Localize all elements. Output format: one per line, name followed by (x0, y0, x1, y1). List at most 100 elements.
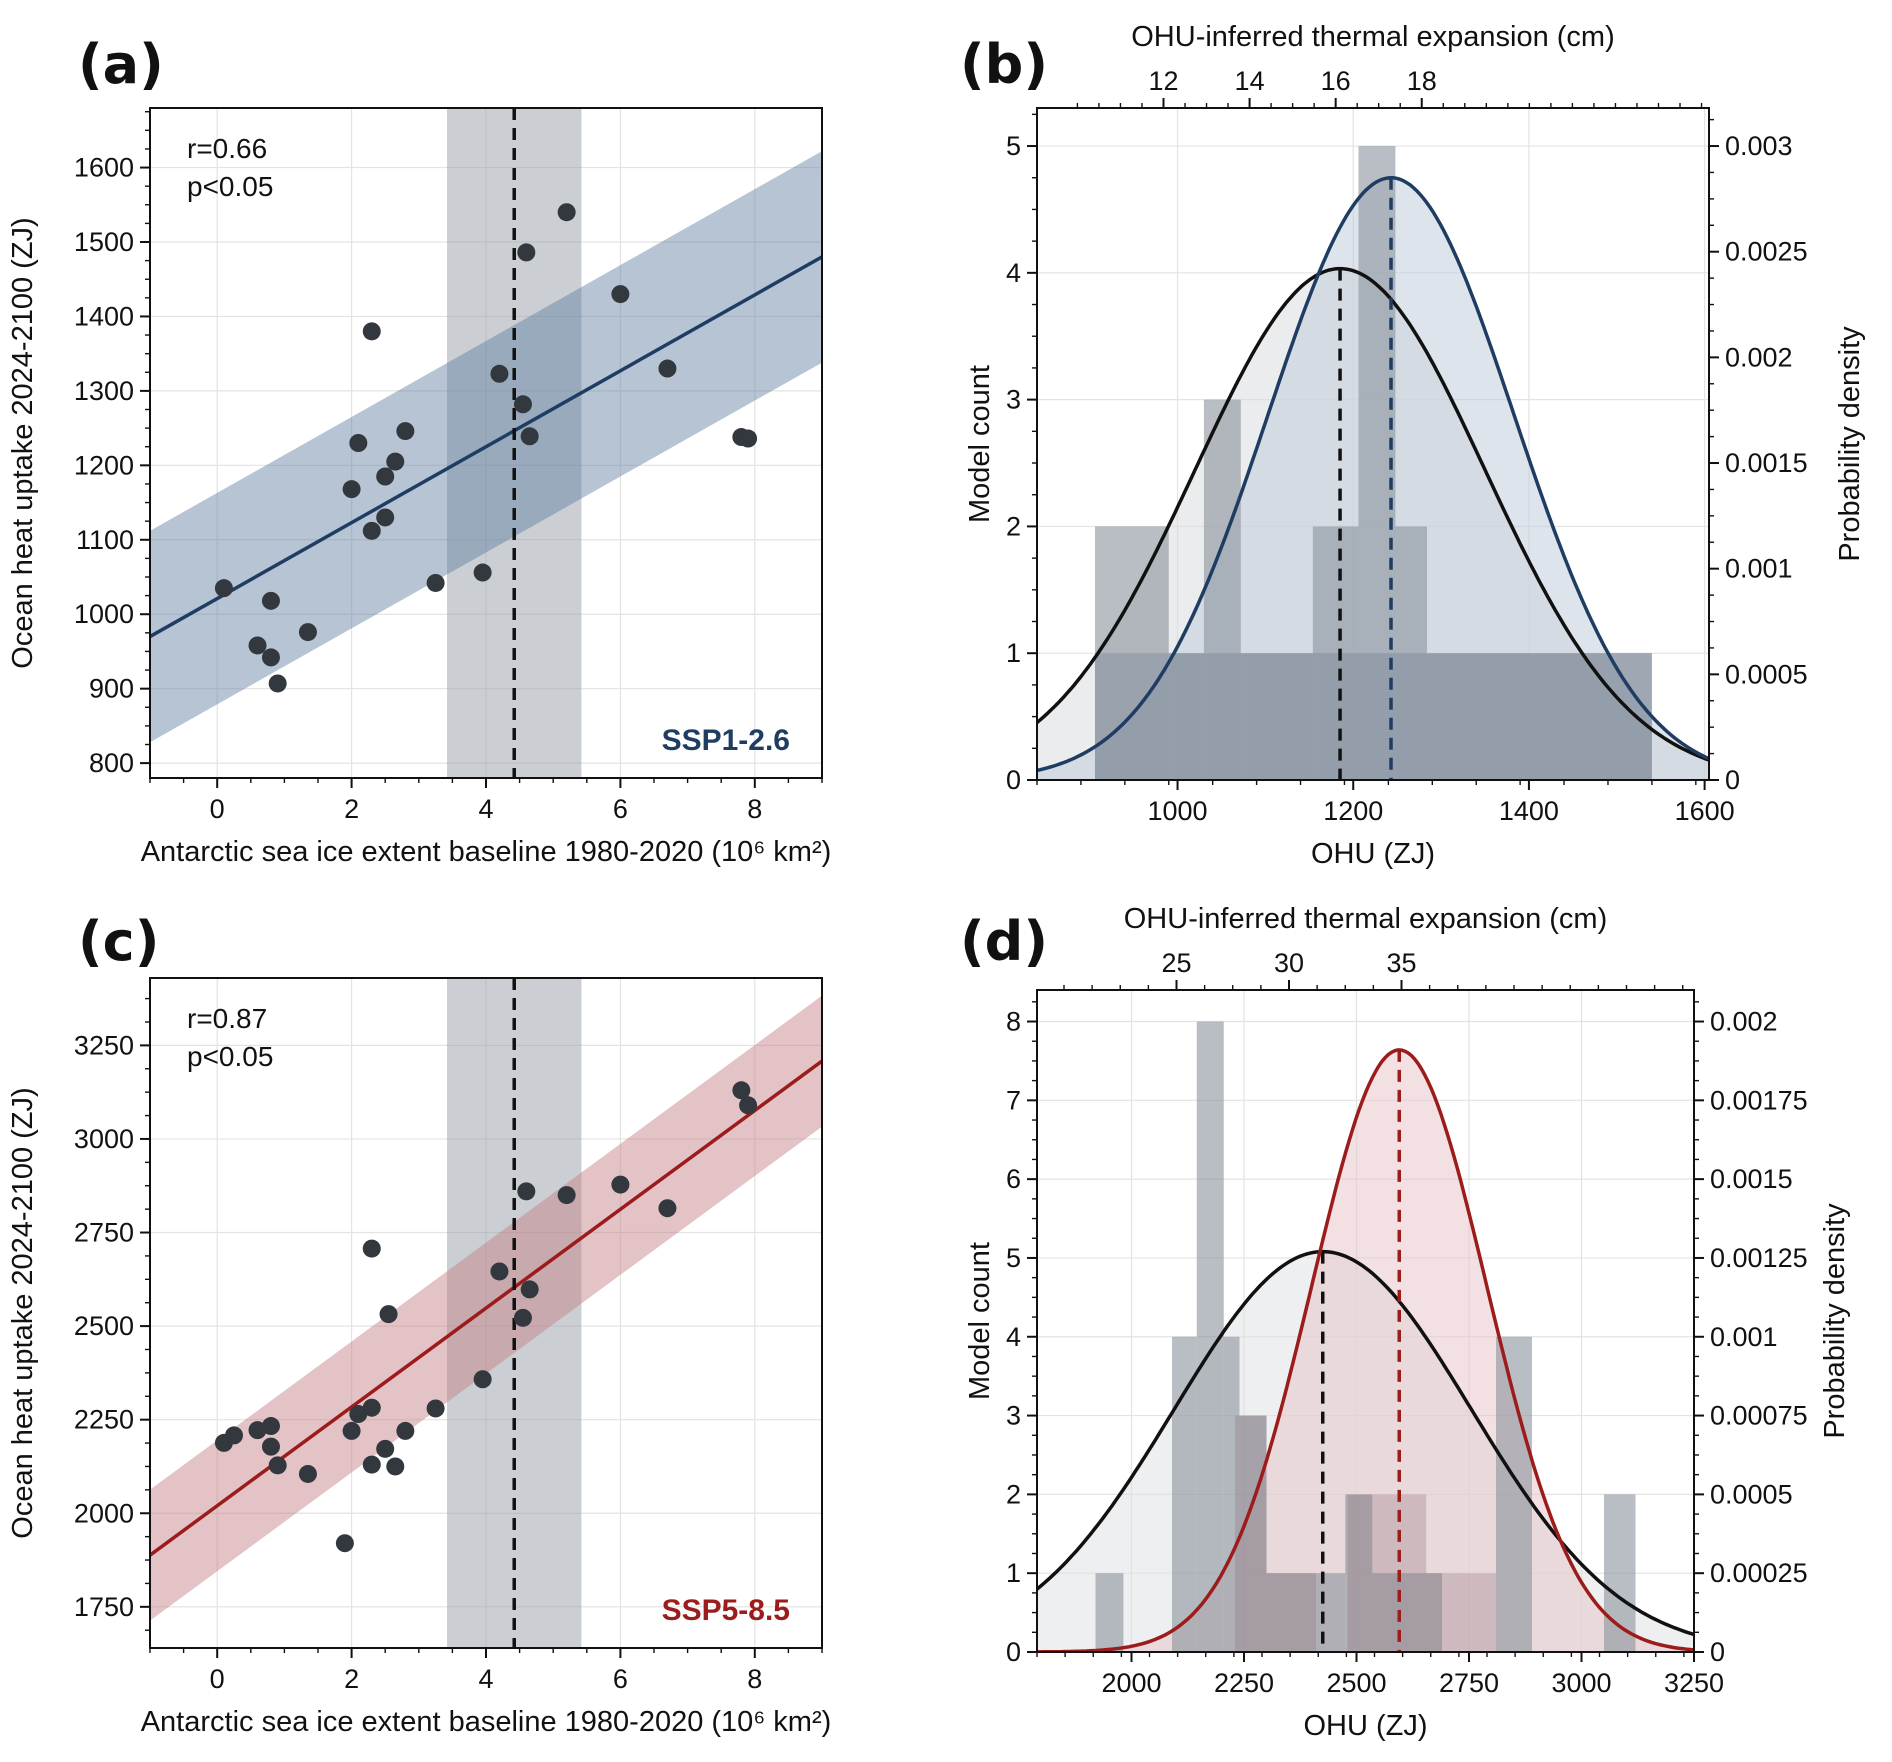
y-tick-label: 4 (1006, 258, 1021, 288)
data-point (362, 521, 381, 540)
histogram-bar (1266, 1573, 1289, 1652)
axes: 0 2 4 6 8 1750 2000 2250 2500 2750 3000 3250 (74, 977, 823, 1694)
x-tick-label: 3250 (1664, 1668, 1724, 1698)
x-tick-label: 2000 (1101, 1668, 1161, 1698)
right-axis: 0 0.0005 0.001 0.0015 0.002 0.0025 0.003 (1709, 118, 1808, 795)
x-tick-label: 1000 (1148, 796, 1208, 826)
data-point (517, 243, 536, 262)
y-tick-label: 7 (1006, 1085, 1021, 1115)
panel-c: (c) 0 2 4 6 8 1750 2000 2250 2500 2750 3000 3250 r=0.… (7, 910, 831, 1738)
y-tick-label: 1 (1006, 638, 1021, 668)
histogram-bar (1457, 1573, 1496, 1652)
data-point (513, 395, 532, 414)
data-point (335, 1534, 354, 1553)
data-point (426, 1399, 445, 1418)
data-point (214, 579, 233, 598)
x-tick-label: 2250 (1214, 1668, 1274, 1698)
data-point (739, 429, 758, 448)
y2-tick-label: 0.00175 (1710, 1085, 1808, 1115)
y-tick-label: 1500 (74, 227, 134, 257)
histogram-constrained (1235, 1415, 1496, 1652)
x-tick-label: 6 (613, 794, 628, 824)
x-tick-label: 0 (210, 1664, 225, 1694)
histogram-bar (1095, 1573, 1124, 1652)
histogram-bar (1168, 653, 1204, 780)
y-tick-label: 2750 (74, 1218, 134, 1248)
data-point (342, 1421, 361, 1440)
plot-area (150, 978, 822, 1648)
data-point (342, 480, 361, 499)
data-point (520, 1280, 539, 1299)
y2-tick-label: 0.001 (1710, 1322, 1778, 1352)
data-point (386, 1457, 405, 1476)
data-point (557, 203, 576, 222)
data-point (396, 1421, 415, 1440)
x-tick-label: 2500 (1326, 1668, 1386, 1698)
axes: 0 2 4 6 8 800 900 1000 1100 1200 1300 1400 1500 1600 (74, 107, 823, 824)
histogram-constrained (1094, 653, 1652, 780)
data-point (490, 364, 509, 383)
x-tick-label: 4 (478, 1664, 493, 1694)
data-point (376, 508, 395, 527)
y-tick-label: 0 (1006, 765, 1021, 795)
stat-p: p<0.05 (187, 171, 273, 202)
y2-tick-label: 0.0005 (1725, 659, 1808, 689)
y2-tick-label: 0 (1710, 1637, 1725, 1667)
x-axis-label: OHU (ZJ) (1311, 838, 1435, 870)
data-point (261, 648, 280, 667)
x-axis-label: OHU (ZJ) (1303, 1710, 1427, 1742)
x-tick-label: 4 (478, 794, 493, 824)
y2-tick-label: 0.0005 (1710, 1479, 1793, 1509)
y-tick-label: 1750 (74, 1592, 134, 1622)
data-point (739, 1096, 758, 1115)
top-tick-label: 16 (1321, 66, 1351, 96)
y-tick-label: 4 (1006, 1322, 1021, 1352)
y-tick-label: 3250 (74, 1030, 134, 1060)
histogram-bar (1223, 1336, 1240, 1652)
y-tick-label: 1100 (76, 525, 134, 555)
panel-label: (c) (78, 910, 159, 973)
y-tick-label: 3 (1006, 1401, 1021, 1431)
regression-line (150, 255, 822, 639)
y2-tick-label: 0.002 (1725, 342, 1793, 372)
y2-axis-label: Probability density (1819, 1203, 1851, 1439)
scenario-label: SSP1-2.6 (662, 724, 790, 757)
y-tick-label: 1400 (74, 301, 134, 331)
panel-d: (d)2000 2250 2500 2750 3000 325001234567800.0… (960, 903, 1851, 1742)
x-tick-label: 8 (747, 794, 762, 824)
data-point (225, 1426, 243, 1445)
histogram-bar (1345, 1494, 1373, 1652)
y-tick-label: 8 (1006, 1007, 1021, 1037)
data-point (298, 623, 317, 642)
histogram-bar (1397, 1573, 1442, 1652)
histogram-bar (1289, 1573, 1346, 1652)
x-tick-label: 1400 (1499, 796, 1559, 826)
x-tick-label: 3000 (1551, 1668, 1611, 1698)
y-axis-label: Ocean heat uptake 2024-2100 (ZJ) (7, 1087, 39, 1538)
data-point (557, 1186, 576, 1205)
histogram-bar (1172, 1336, 1197, 1652)
histogram-bar (1266, 1573, 1316, 1652)
y2-tick-label: 0.0015 (1710, 1164, 1793, 1194)
histogram-bar (1372, 1573, 1397, 1652)
x-axis-label: Antarctic sea ice extent baseline 1980-2… (141, 836, 832, 868)
y-tick-label: 1200 (74, 450, 134, 480)
y-tick-label: 2 (1006, 1479, 1021, 1509)
right-axis: 0 0.00025 0.0005 0.00075 0.001 0.00125 0.0015 0… (1694, 1001, 1808, 1667)
y-axis-label: Model count (964, 365, 996, 523)
y-tick-label: 1 (1006, 1558, 1021, 1588)
data-point (520, 427, 539, 446)
top-axis-label: OHU-inferred thermal expansion (cm) (1124, 903, 1607, 935)
y-tick-label: 5 (1006, 131, 1021, 161)
panel-label: (d) (960, 910, 1048, 973)
x-tick-label: 0 (210, 794, 225, 824)
y-tick-label: 1000 (74, 599, 134, 629)
top-axis: 25 30 35 (1063, 948, 1684, 990)
data-point (349, 434, 368, 452)
y-tick-label: 2250 (74, 1405, 134, 1435)
x-tick-label: 2750 (1439, 1668, 1499, 1698)
data-point (386, 452, 405, 471)
histogram-bar (1426, 1573, 1458, 1652)
data-point (349, 1405, 368, 1424)
x-tick-label: 6 (613, 1664, 628, 1694)
